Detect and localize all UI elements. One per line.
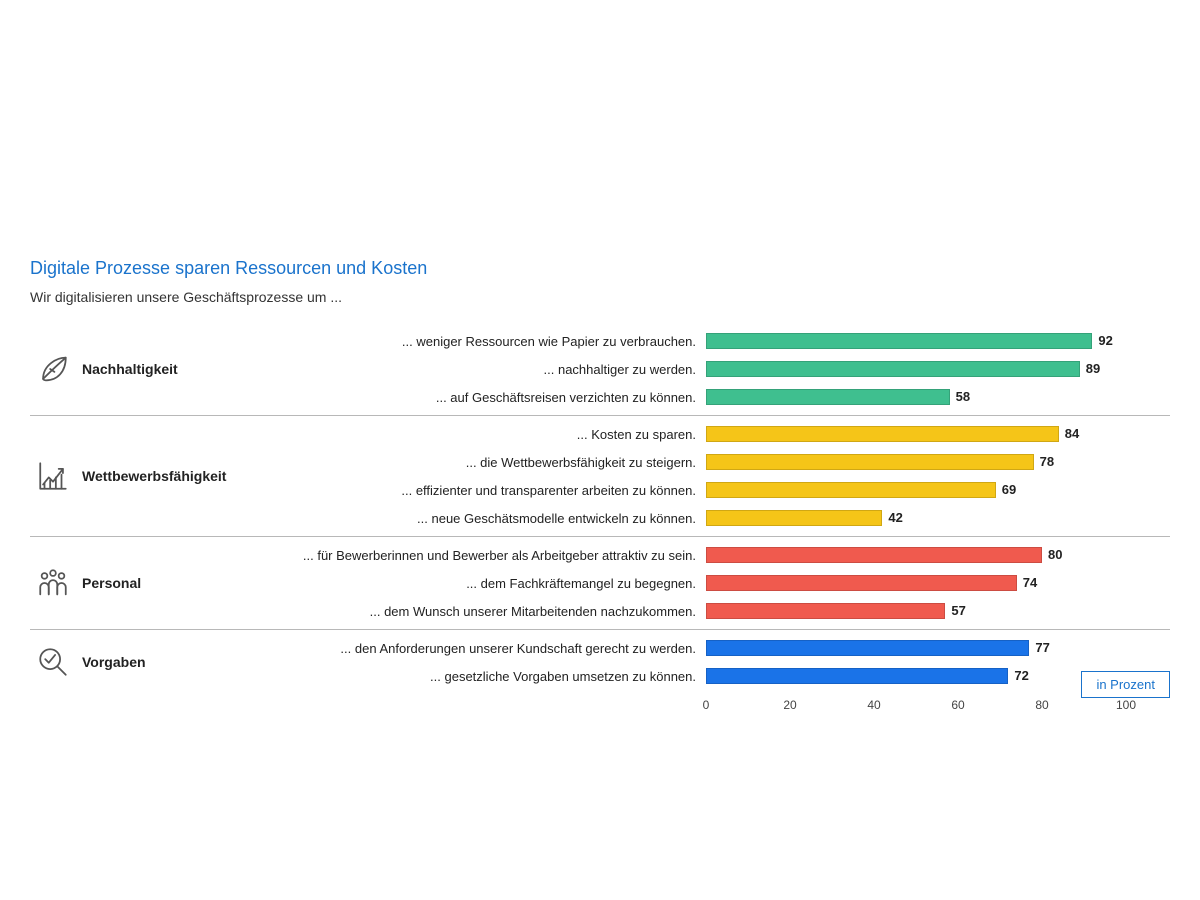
x-axis: 020406080100 (706, 694, 1126, 718)
group-rows: ... weniger Ressourcen wie Papier zu ver… (226, 327, 1170, 411)
bar (706, 510, 882, 526)
bar-area: 77 (706, 639, 1126, 657)
axis-tick: 20 (783, 698, 796, 712)
axis-tick: 100 (1116, 698, 1136, 712)
bar-value: 78 (1034, 453, 1054, 471)
growth-chart-icon (30, 459, 76, 493)
bar-row: ... dem Wunsch unserer Mitarbeitenden na… (226, 598, 1170, 624)
bar-row-label: ... die Wettbewerbsfähigkeit zu steigern… (226, 455, 706, 470)
bar-row: ... nachhaltiger zu werden. 89 (226, 356, 1170, 382)
bar-row-label: ... dem Fachkräftemangel zu begegnen. (226, 576, 706, 591)
legend-box: in Prozent (1081, 671, 1170, 698)
bar (706, 575, 1017, 591)
bar-value: 42 (882, 509, 902, 527)
group-vorgaben: Vorgaben... den Anforderungen unserer Ku… (30, 630, 1170, 694)
bar-row: ... die Wettbewerbsfähigkeit zu steigern… (226, 449, 1170, 475)
bar-row: ... für Bewerberinnen und Bewerber als A… (226, 542, 1170, 568)
group-rows: ... den Anforderungen unserer Kundschaft… (226, 634, 1170, 690)
bar (706, 361, 1080, 377)
bar-row-label: ... neue Geschätsmodelle entwickeln zu k… (226, 511, 706, 526)
leaf-icon (30, 352, 76, 386)
bar (706, 426, 1059, 442)
bar (706, 640, 1029, 656)
group-label: Wettbewerbsfähigkeit (76, 468, 226, 484)
axis-tick: 0 (703, 698, 710, 712)
group-wettbewerb: Wettbewerbsfähigkeit... Kosten zu sparen… (30, 416, 1170, 537)
bar-area: 58 (706, 388, 1126, 406)
bar-area: 80 (706, 546, 1126, 564)
bar-value: 92 (1092, 332, 1112, 350)
bar-area: 78 (706, 453, 1126, 471)
group-label: Personal (76, 575, 226, 591)
bar-area: 92 (706, 332, 1126, 350)
bar (706, 668, 1008, 684)
bar-row-label: ... effizienter und transparenter arbeit… (226, 483, 706, 498)
group-label: Nachhaltigkeit (76, 361, 226, 377)
group-nachhaltigkeit: Nachhaltigkeit... weniger Ressourcen wie… (30, 323, 1170, 416)
bar-row-label: ... auf Geschäftsreisen verzichten zu kö… (226, 390, 706, 405)
bar (706, 547, 1042, 563)
bar-row: ... neue Geschätsmodelle entwickeln zu k… (226, 505, 1170, 531)
chart-subtitle: Wir digitalisieren unsere Geschäftsproze… (30, 289, 1170, 305)
bar-row: ... dem Fachkräftemangel zu begegnen. 74 (226, 570, 1170, 596)
bar-row: ... den Anforderungen unserer Kundschaft… (226, 635, 1170, 661)
bar-value: 58 (950, 388, 970, 406)
bar-value: 80 (1042, 546, 1062, 564)
bar-row-label: ... weniger Ressourcen wie Papier zu ver… (226, 334, 706, 349)
bar-area: 72 (706, 667, 1126, 685)
bar-value: 84 (1059, 425, 1079, 443)
bar (706, 454, 1034, 470)
group-label: Vorgaben (76, 654, 226, 670)
bar-area: 69 (706, 481, 1126, 499)
bar (706, 389, 950, 405)
axis-tick: 40 (867, 698, 880, 712)
bar-area: 57 (706, 602, 1126, 620)
axis-tick: 80 (1035, 698, 1048, 712)
group-rows: ... Kosten zu sparen. 84 ... die Wettbewer… (226, 420, 1170, 532)
bar-row-label: ... dem Wunsch unserer Mitarbeitenden na… (226, 604, 706, 619)
bar-row-label: ... nachhaltiger zu werden. (226, 362, 706, 377)
bar-value: 69 (996, 481, 1016, 499)
chart-title: Digitale Prozesse sparen Ressourcen und … (30, 258, 1170, 279)
bar-area: 89 (706, 360, 1126, 378)
bar-value: 77 (1029, 639, 1049, 657)
bar-area: 42 (706, 509, 1126, 527)
bar-row: ... auf Geschäftsreisen verzichten zu kö… (226, 384, 1170, 410)
bar-value: 89 (1080, 360, 1100, 378)
bar-row-label: ... Kosten zu sparen. (226, 427, 706, 442)
bar-row-label: ... gesetzliche Vorgaben umsetzen zu kön… (226, 669, 706, 684)
bar (706, 482, 996, 498)
chart-container: Digitale Prozesse sparen Ressourcen und … (30, 258, 1170, 718)
people-icon (30, 566, 76, 600)
group-rows: ... für Bewerberinnen und Bewerber als A… (226, 541, 1170, 625)
bar-value: 74 (1017, 574, 1037, 592)
bar-row-label: ... für Bewerberinnen und Bewerber als A… (226, 548, 706, 563)
check-magnifier-icon (30, 645, 76, 679)
bar-row: ... weniger Ressourcen wie Papier zu ver… (226, 328, 1170, 354)
bar-area: 84 (706, 425, 1126, 443)
chart-groups: Nachhaltigkeit... weniger Ressourcen wie… (30, 323, 1170, 694)
bar-row-label: ... den Anforderungen unserer Kundschaft… (226, 641, 706, 656)
bar-area: 74 (706, 574, 1126, 592)
bar-value: 57 (945, 602, 965, 620)
bar-row: ... effizienter und transparenter arbeit… (226, 477, 1170, 503)
axis-tick: 60 (951, 698, 964, 712)
bar (706, 333, 1092, 349)
bar (706, 603, 945, 619)
bar-row: ... gesetzliche Vorgaben umsetzen zu kön… (226, 663, 1170, 689)
group-personal: Personal... für Bewerberinnen und Bewerb… (30, 537, 1170, 630)
bar-row: ... Kosten zu sparen. 84 (226, 421, 1170, 447)
bar-value: 72 (1008, 667, 1028, 685)
